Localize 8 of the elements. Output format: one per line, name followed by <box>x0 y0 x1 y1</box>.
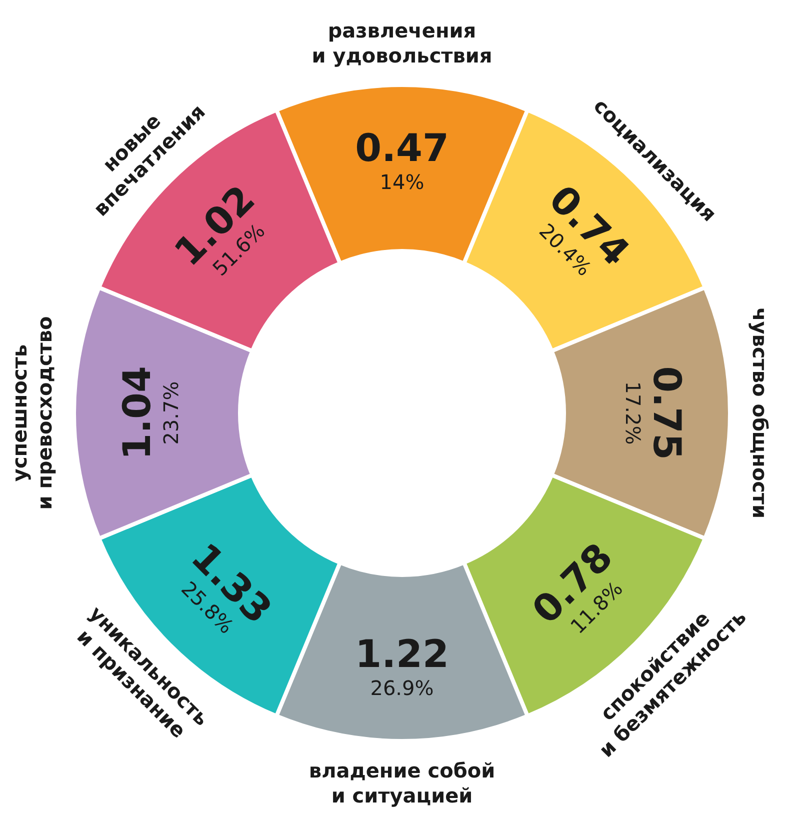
slice-label: успешность и превосходство <box>8 316 56 510</box>
text: 1.04 23.7% <box>115 366 183 460</box>
slice-label: владение собой и ситуацией <box>308 758 496 808</box>
slice-label: чувство общности <box>748 307 772 519</box>
text: 1.22 26.9% <box>355 632 449 700</box>
slice-label: развлечения и удовольствия <box>312 18 492 68</box>
text: 0.47 14% <box>355 126 449 194</box>
text: 0.75 17.2% <box>621 366 689 460</box>
